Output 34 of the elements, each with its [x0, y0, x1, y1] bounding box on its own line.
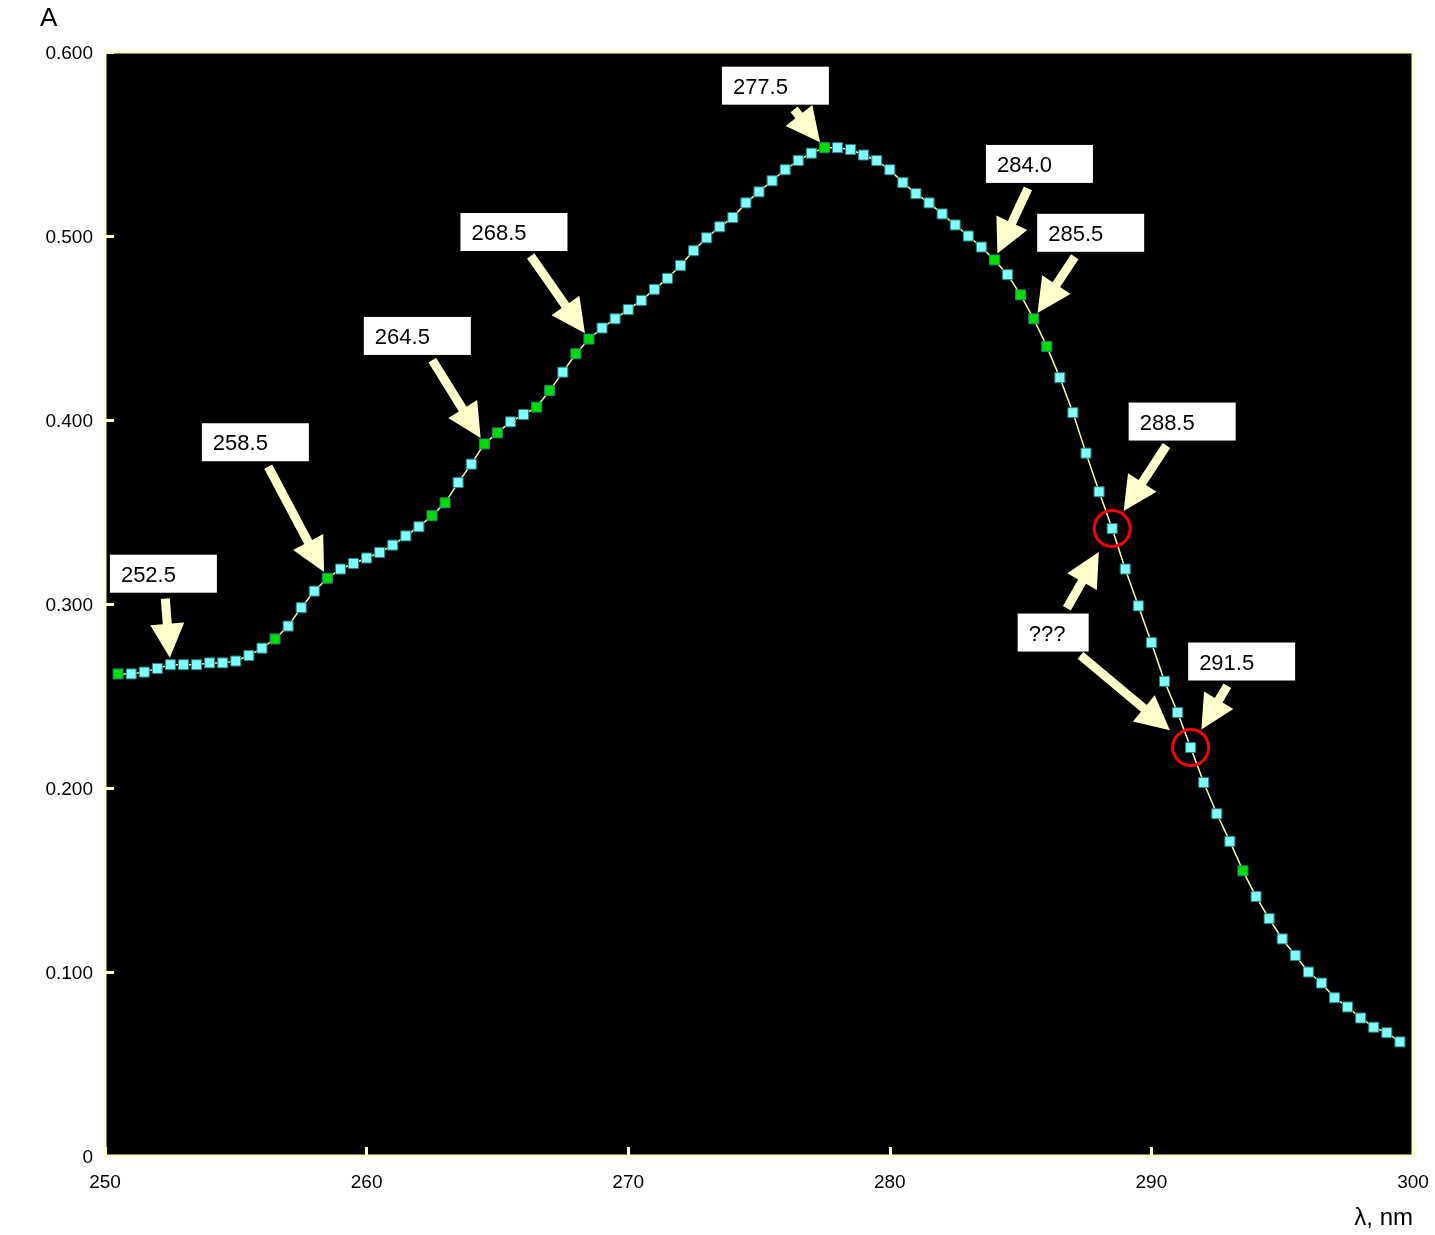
callout: 268.5: [460, 213, 585, 334]
annotation: 252.5: [120, 561, 176, 587]
annotation: 288.5: [1139, 409, 1195, 435]
annotation: 258.5: [212, 430, 268, 456]
annotation: 284.0: [996, 151, 1052, 177]
x-tick-label: 290: [1135, 1171, 1168, 1192]
x-tick-label: 260: [350, 1171, 383, 1192]
annotation: 291.5: [1199, 649, 1255, 675]
callout: ???: [1017, 552, 1170, 731]
y-tick-label: 0.200: [45, 777, 93, 799]
annotation: 285.5: [1048, 220, 1104, 246]
callout: 277.5: [721, 66, 829, 143]
callout: 285.5: [1037, 213, 1145, 313]
annotation: 268.5: [471, 220, 527, 246]
y-tick-label: 0: [82, 1145, 93, 1167]
callout: 288.5: [1123, 402, 1236, 511]
x-axis-title: λ, nm: [1354, 1203, 1413, 1231]
y-tick-label: 0.400: [45, 409, 93, 431]
x-tick-label: 250: [89, 1171, 121, 1192]
y-axis-title: A: [40, 2, 58, 33]
x-tick-label: 270: [612, 1171, 645, 1192]
annotation: ???: [1028, 620, 1066, 646]
y-tick-label: 0.600: [45, 41, 93, 63]
y-tick-label: 0.500: [45, 225, 93, 247]
callout: 264.5: [363, 316, 481, 438]
x-tick-label: 300: [1397, 1171, 1429, 1192]
annotation: 277.5: [732, 73, 788, 99]
callout: 252.5: [109, 554, 217, 658]
y-tick-label: 0.100: [45, 961, 93, 983]
callout: 258.5: [201, 423, 325, 573]
x-tick-label: 280: [873, 1171, 906, 1192]
callout: 291.5: [1188, 642, 1296, 730]
y-tick-label: 0.300: [45, 593, 93, 615]
annotation: 264.5: [374, 323, 430, 349]
